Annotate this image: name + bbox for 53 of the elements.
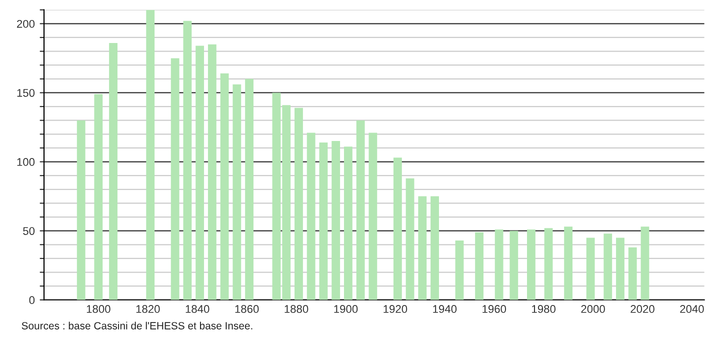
bar [170,58,180,300]
bar [430,196,439,300]
x-tick-label: 1840 [186,305,210,313]
bar [586,238,595,300]
y-tick-label: 150 [17,88,35,97]
x-tick-label: 1860 [235,305,259,313]
bar [245,78,254,300]
bar [319,142,328,300]
bar [564,226,573,300]
bar [344,146,352,300]
x-tick-label: 1940 [433,305,457,313]
bar [640,226,650,300]
bar [494,229,504,300]
bar [109,43,118,300]
y-tick-label: 200 [17,20,35,28]
y-tick-label: 50 [23,227,35,235]
x-tick-label: 1820 [136,305,160,313]
bar [356,120,365,300]
bar [510,230,518,300]
bar [220,73,229,300]
x-tick-label: 2020 [630,305,654,313]
bar [208,44,216,300]
bar [368,132,378,300]
bar [94,94,103,300]
bar [183,20,192,300]
bar [475,232,484,300]
x-tick-label: 1980 [532,305,556,313]
bar [294,108,303,300]
bar [604,234,612,300]
bar [332,141,340,300]
bar [418,196,427,300]
x-tick-label: 1920 [384,305,408,313]
bar [544,228,553,300]
bar [455,240,464,300]
bar [146,10,155,300]
x-tick-label: 2040 [680,305,704,313]
x-tick-label: 1800 [86,305,110,313]
bar [406,178,414,300]
x-tick-label: 1880 [284,305,308,313]
y-tick-label: 100 [17,158,35,166]
y-tick-label: 0 [29,296,35,304]
bar [306,132,316,300]
bar [196,46,204,300]
x-tick-label: 2000 [581,305,605,313]
bar [232,84,242,300]
bar [616,238,624,300]
bar [628,247,637,300]
source-note: Sources : base Cassini de l'EHESS et base Insee. [22,322,252,330]
bar [527,229,536,300]
x-tick-label: 1960 [482,305,506,313]
x-tick-label: 1900 [334,305,358,313]
bar [76,120,86,300]
bar [393,158,402,300]
